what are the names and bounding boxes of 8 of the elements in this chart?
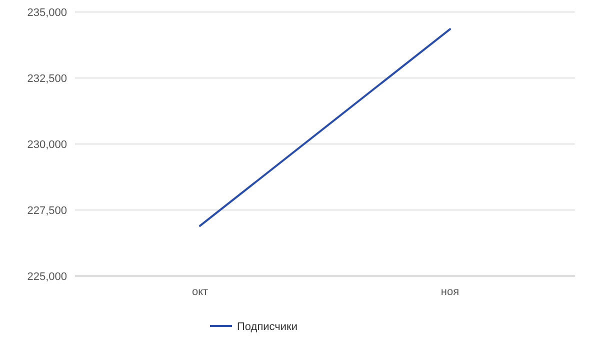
y-tick-label: 225,000 [27, 270, 67, 283]
x-tick-label: ноя [440, 286, 460, 298]
x-tick-label: окт [192, 286, 208, 298]
y-tick-label: 230,000 [27, 138, 67, 151]
legend-label: Подписчики [237, 320, 298, 333]
y-tick-label: 235,000 [27, 6, 67, 19]
y-tick-label: 227,500 [27, 204, 67, 217]
y-tick-label: 232,500 [27, 72, 67, 85]
